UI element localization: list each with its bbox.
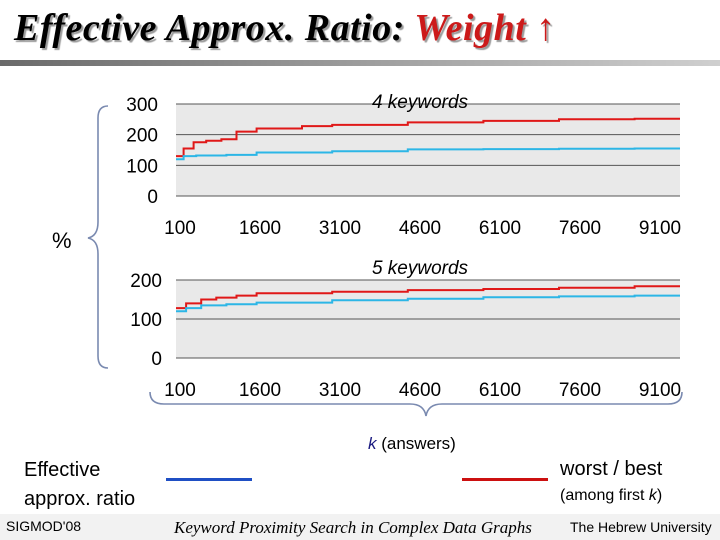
- y-tick-label: 0: [147, 187, 158, 208]
- x-tick-label: 7600: [559, 380, 601, 401]
- chart-title: 5 keywords: [372, 258, 469, 279]
- x-axis-label: k (answers): [368, 434, 456, 454]
- y-tick-label: 100: [130, 310, 162, 331]
- legend-right-main: worst / best: [560, 458, 663, 480]
- y-tick-label: 300: [126, 95, 158, 116]
- x-axis-text: (answers): [376, 434, 456, 453]
- x-tick-label: 6100: [479, 380, 521, 401]
- y-tick-label: 200: [130, 271, 162, 292]
- legend-red-swatch: [462, 478, 548, 481]
- footer-center: Keyword Proximity Search in Complex Data…: [174, 518, 532, 537]
- x-tick-label: 4600: [399, 218, 441, 239]
- title-rule: [0, 60, 720, 66]
- x-tick-label: 4600: [399, 380, 441, 401]
- legend-sub-var: k: [648, 487, 657, 504]
- legend-left-label: Effective approx. ratio: [24, 456, 135, 514]
- x-tick-label: 1600: [239, 218, 281, 239]
- legend-blue-swatch: [166, 478, 252, 481]
- footer-left: SIGMOD'08: [6, 518, 82, 534]
- y-axis-label: %: [52, 228, 72, 253]
- x-tick-label: 3100: [319, 380, 361, 401]
- slide-title: Effective Approx. Ratio: Weight ↑: [14, 6, 556, 50]
- y-tick-label: 100: [126, 156, 158, 177]
- x-tick-label: 3100: [319, 218, 361, 239]
- x-tick-label: 9100: [639, 218, 681, 239]
- legend-sub-suffix: ): [656, 487, 663, 504]
- x-tick-label: 9100: [639, 380, 681, 401]
- series-line-0: [176, 285, 680, 310]
- x-brace-icon: [149, 391, 683, 417]
- title-highlight: Weight ↑: [414, 7, 556, 49]
- x-axis-var: k: [368, 434, 377, 453]
- series-line-1: [176, 147, 680, 161]
- legend-left-line1: Effective: [24, 459, 101, 481]
- legend-sub-prefix: (among first: [560, 487, 649, 504]
- title-main: Effective Approx. Ratio:: [14, 7, 415, 49]
- x-tick-label: 1600: [239, 380, 281, 401]
- chart-title: 4 keywords: [372, 92, 469, 113]
- series-line-0: [176, 117, 680, 158]
- y-tick-label: 0: [151, 349, 162, 370]
- series-line-1: [176, 294, 680, 313]
- x-tick-label: 7600: [559, 218, 601, 239]
- y-tick-label: 200: [126, 126, 158, 147]
- x-tick-label: 100: [164, 380, 196, 401]
- footer-bar: [0, 514, 720, 540]
- legend-right-label: worst / best (among first k): [560, 458, 662, 505]
- x-tick-label: 6100: [479, 218, 521, 239]
- footer-right: The Hebrew University: [570, 519, 712, 535]
- x-tick-label: 100: [164, 218, 196, 239]
- chart-4-keywords: 300 200 100 0 100 1600 3100 4600 6100 7600 9100 4 k…: [126, 92, 681, 239]
- legend-left-line2: approx. ratio: [24, 488, 136, 510]
- legend-right-sub: (among first k): [560, 487, 662, 505]
